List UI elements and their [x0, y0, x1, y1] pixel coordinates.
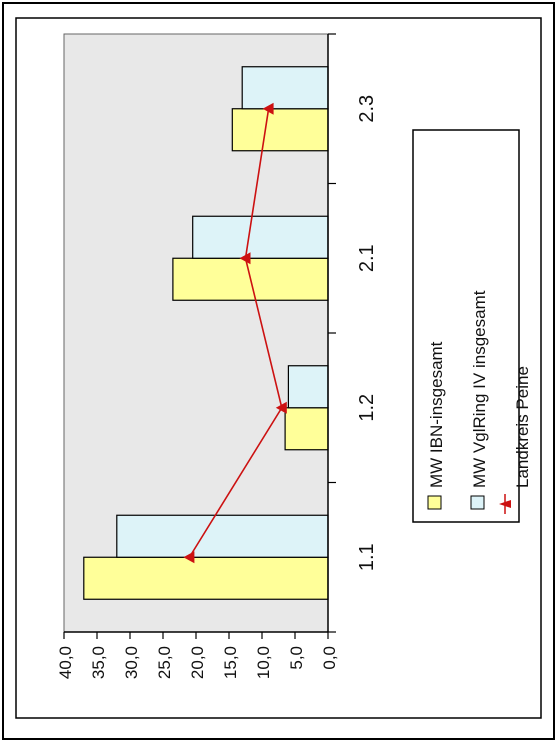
- point-landkreis-peine-1.2: [275, 401, 287, 414]
- legend-label-vglring: MW VglRing IV insgesamt: [470, 290, 489, 488]
- bar-ibn-1.1: [83, 556, 329, 600]
- legend-swatch-vglring: [470, 495, 485, 510]
- bar-ibn-2.3: [231, 108, 329, 152]
- legend-marker-peine: [499, 500, 511, 508]
- legend-label-peine: Landkreis Peine: [513, 366, 532, 488]
- legend-label-ibn: MW IBN-insgesamt: [427, 341, 446, 488]
- legend-box: [412, 129, 520, 523]
- value-tick-label: 10,0: [254, 646, 273, 679]
- category-label-1.1: 1.1: [356, 543, 378, 571]
- value-tick-label: 40,0: [56, 646, 75, 679]
- bar-vglring-2.3: [241, 66, 329, 110]
- bar-vglring-1.2: [287, 365, 329, 409]
- legend-swatch-ibn: [427, 495, 442, 510]
- value-tick-label: 5,0: [287, 646, 306, 670]
- value-tick-label: 0,0: [320, 646, 339, 670]
- category-label-2.1: 2.1: [356, 244, 378, 272]
- bar-vglring-1.1: [116, 514, 329, 558]
- value-tick-label: 25,0: [155, 646, 174, 679]
- category-label-2.3: 2.3: [356, 95, 378, 123]
- point-landkreis-peine-2.3: [262, 102, 274, 115]
- line-landkreis-peine: [188, 108, 283, 558]
- point-landkreis-peine-2.1: [239, 252, 251, 265]
- value-tick-label: 35,0: [89, 646, 108, 679]
- category-label-1.2: 1.2: [356, 394, 378, 422]
- bar-vglring-2.1: [192, 215, 329, 259]
- value-tick-label: 20,0: [188, 646, 207, 679]
- point-landkreis-peine-1.1: [183, 551, 195, 564]
- legend: MW IBN-insgesamt MW VglRing IV insgesamt…: [412, 129, 532, 523]
- value-tick-label: 30,0: [122, 646, 141, 679]
- bar-ibn-1.2: [284, 407, 329, 451]
- value-tick-label: 15,0: [221, 646, 240, 679]
